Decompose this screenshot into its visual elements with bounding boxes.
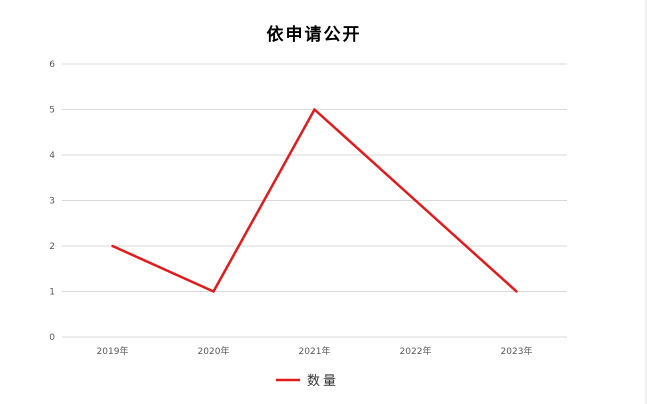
x-tick-label: 2023年	[501, 345, 533, 357]
y-tick-label: 0	[49, 333, 55, 343]
x-tick-label: 2022年	[400, 345, 432, 357]
chart-title: 依申请公开	[267, 24, 362, 45]
data-point	[414, 199, 417, 202]
legend: 数量	[276, 374, 339, 389]
x-tick-label: 2020年	[198, 345, 230, 357]
data-point	[111, 244, 114, 248]
scroll-edge	[645, 0, 647, 404]
y-tick-label: 3	[49, 197, 55, 207]
legend-label: 数量	[307, 374, 339, 389]
data-point	[313, 108, 316, 111]
y-tick-label: 6	[49, 60, 55, 70]
y-tick-label: 1	[49, 288, 55, 298]
data-point	[515, 290, 518, 293]
x-tick-label: 2021年	[299, 345, 331, 357]
y-tick-label: 2	[49, 242, 55, 252]
data-point	[212, 290, 215, 293]
y-tick-label: 5	[49, 106, 55, 116]
x-tick-label: 2019年	[97, 345, 129, 357]
y-tick-label: 4	[49, 151, 55, 161]
